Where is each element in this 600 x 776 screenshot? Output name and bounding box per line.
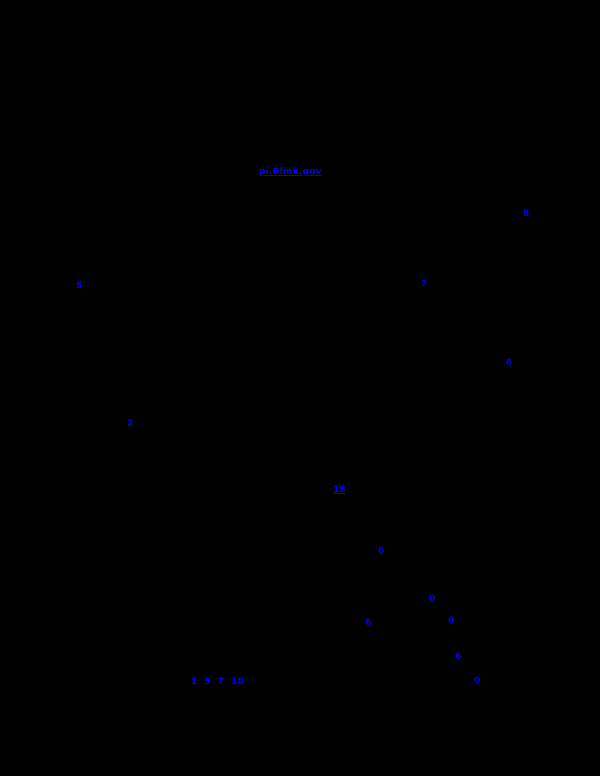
citation-link-2[interactable]: 7 — [421, 279, 428, 289]
citation-link-8[interactable]: 6 — [365, 618, 372, 628]
citation-link-11[interactable]: 0 — [474, 676, 481, 686]
citation-link-1[interactable]: 5 — [76, 281, 83, 291]
citation-link-10[interactable]: 6 — [455, 652, 462, 662]
citation-link-4[interactable]: 2 — [127, 419, 134, 429]
citation-link-5[interactable]: 18 — [333, 485, 346, 495]
citation-link-9[interactable]: 0 — [448, 616, 455, 626]
url-link[interactable]: pi.Blink.gov — [259, 167, 322, 177]
citation-link-row[interactable]: 1 5 7 10 — [191, 677, 244, 687]
citation-link-7[interactable]: 0 — [429, 594, 436, 604]
citation-link-6[interactable]: 6 — [378, 546, 385, 556]
citation-link-3[interactable]: 6 — [506, 358, 513, 368]
citation-link-0[interactable]: 8 — [523, 209, 530, 219]
